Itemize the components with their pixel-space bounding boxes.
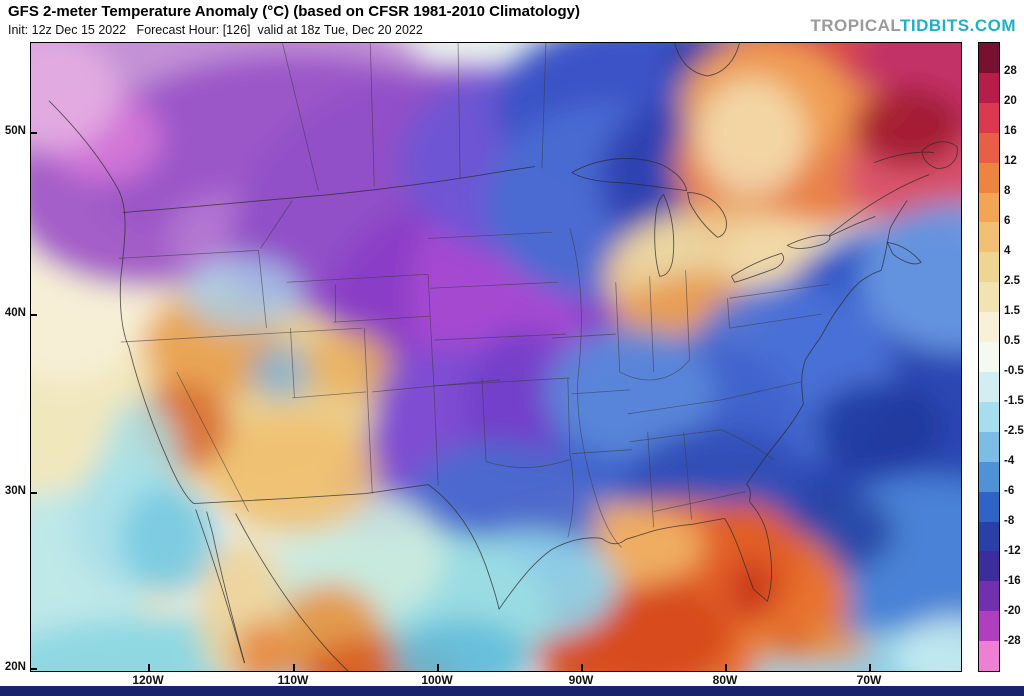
colorbar-tick-label: 1.5 bbox=[1004, 305, 1020, 317]
colorbar bbox=[978, 42, 1000, 672]
colorbar-segment bbox=[979, 401, 999, 432]
lon-label: 70W bbox=[856, 673, 882, 687]
colorbar-segment bbox=[979, 102, 999, 133]
colorbar-tick-label: -0.5 bbox=[1004, 365, 1024, 377]
colorbar-segment bbox=[979, 371, 999, 402]
temperature-anomaly-field bbox=[31, 43, 961, 671]
colorbar-segment bbox=[979, 581, 999, 612]
colorbar-segment bbox=[979, 252, 999, 283]
lon-label: 100W bbox=[421, 673, 453, 687]
brand-gray-text: TROPICAL bbox=[810, 16, 900, 35]
colorbar-tick-label: -1.5 bbox=[1004, 395, 1024, 407]
colorbar-tick-label: -16 bbox=[1004, 575, 1021, 587]
anomaly-map-svg bbox=[31, 43, 961, 671]
colorbar-tick-label: 20 bbox=[1004, 95, 1017, 107]
colorbar-tick-label: -2.5 bbox=[1004, 425, 1024, 437]
colorbar-segment bbox=[979, 491, 999, 522]
colorbar-tick-label: 28 bbox=[1004, 65, 1017, 77]
colorbar-tick-label: -28 bbox=[1004, 635, 1021, 647]
lon-label: 120W bbox=[132, 673, 164, 687]
colorbar-segment bbox=[979, 132, 999, 163]
brand-teal-text: TIDBITS.COM bbox=[900, 16, 1016, 35]
colorbar-tick-label: 16 bbox=[1004, 125, 1017, 137]
colorbar-tick-label: -12 bbox=[1004, 545, 1021, 557]
colorbar-segment bbox=[979, 162, 999, 193]
lat-label: 50N bbox=[4, 125, 26, 137]
footer-bar bbox=[0, 686, 1024, 696]
colorbar-segment bbox=[979, 43, 999, 73]
coastline-borders bbox=[48, 43, 958, 671]
colorbar-labels: 28 20 16 12 8 6 4 2.5 1.5 0.5 -0.5 -1.5 -2.5 -4 -6 -8 -1… bbox=[1004, 42, 1024, 672]
colorbar-segment bbox=[979, 312, 999, 343]
lon-label: 90W bbox=[568, 673, 594, 687]
colorbar-tick-label: -4 bbox=[1004, 455, 1015, 467]
colorbar-segment bbox=[979, 611, 999, 642]
colorbar-segment bbox=[979, 431, 999, 462]
lon-label: 80W bbox=[712, 673, 738, 687]
colorbar-segment bbox=[979, 192, 999, 223]
anomaly-map bbox=[30, 42, 962, 672]
colorbar-tick-label: 0.5 bbox=[1004, 335, 1020, 347]
colorbar-segment bbox=[979, 222, 999, 253]
colorbar-segment bbox=[979, 641, 999, 672]
colorbar-segment bbox=[979, 282, 999, 313]
lat-label: 30N bbox=[4, 485, 26, 497]
state-borders bbox=[118, 43, 830, 548]
colorbar-tick-label: -8 bbox=[1004, 515, 1015, 527]
colorbar-tick-label: -20 bbox=[1004, 605, 1021, 617]
lon-label: 110W bbox=[277, 673, 309, 687]
lat-label: 20N bbox=[4, 661, 26, 673]
colorbar-tick-label: 4 bbox=[1004, 245, 1011, 257]
colorbar-segment bbox=[979, 551, 999, 582]
colorbar-segment bbox=[979, 342, 999, 372]
colorbar-tick-label: 2.5 bbox=[1004, 275, 1020, 287]
colorbar-segment bbox=[979, 461, 999, 492]
page-title: GFS 2-meter Temperature Anomaly (°C) (ba… bbox=[8, 3, 580, 20]
init-forecast-line: Init: 12z Dec 15 2022 Forecast Hour: [12… bbox=[8, 23, 423, 37]
colorbar-tick-label: 12 bbox=[1004, 155, 1017, 167]
colorbar-segment bbox=[979, 521, 999, 552]
colorbar-segment bbox=[979, 72, 999, 103]
tropicaltidbits-watermark: TROPICALTIDBITS.COM bbox=[810, 16, 1016, 36]
colorbar-tick-label: -6 bbox=[1004, 485, 1015, 497]
colorbar-tick-label: 6 bbox=[1004, 215, 1011, 227]
colorbar-tick-label: 8 bbox=[1004, 185, 1011, 197]
lat-label: 40N bbox=[4, 307, 26, 319]
